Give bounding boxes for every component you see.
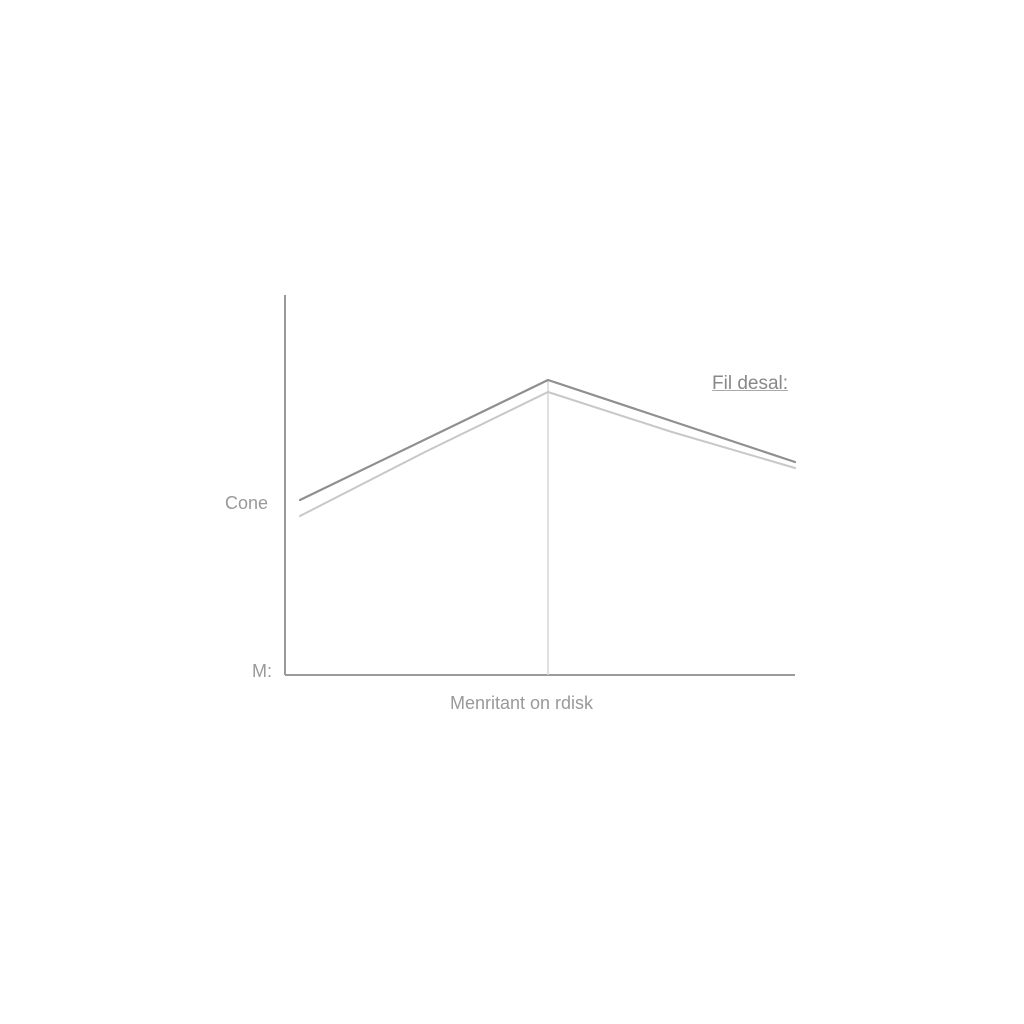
chart-container: Cone M: Menritant on rdisk Fil desal: [0, 0, 1024, 1024]
x-axis-label: Menritant on rdisk [450, 693, 593, 714]
y-label-lower: M: [252, 661, 272, 682]
legend-label: Fil desal: [712, 373, 788, 395]
y-label-upper: Cone [225, 493, 268, 514]
line-chart-svg [0, 0, 1024, 1024]
